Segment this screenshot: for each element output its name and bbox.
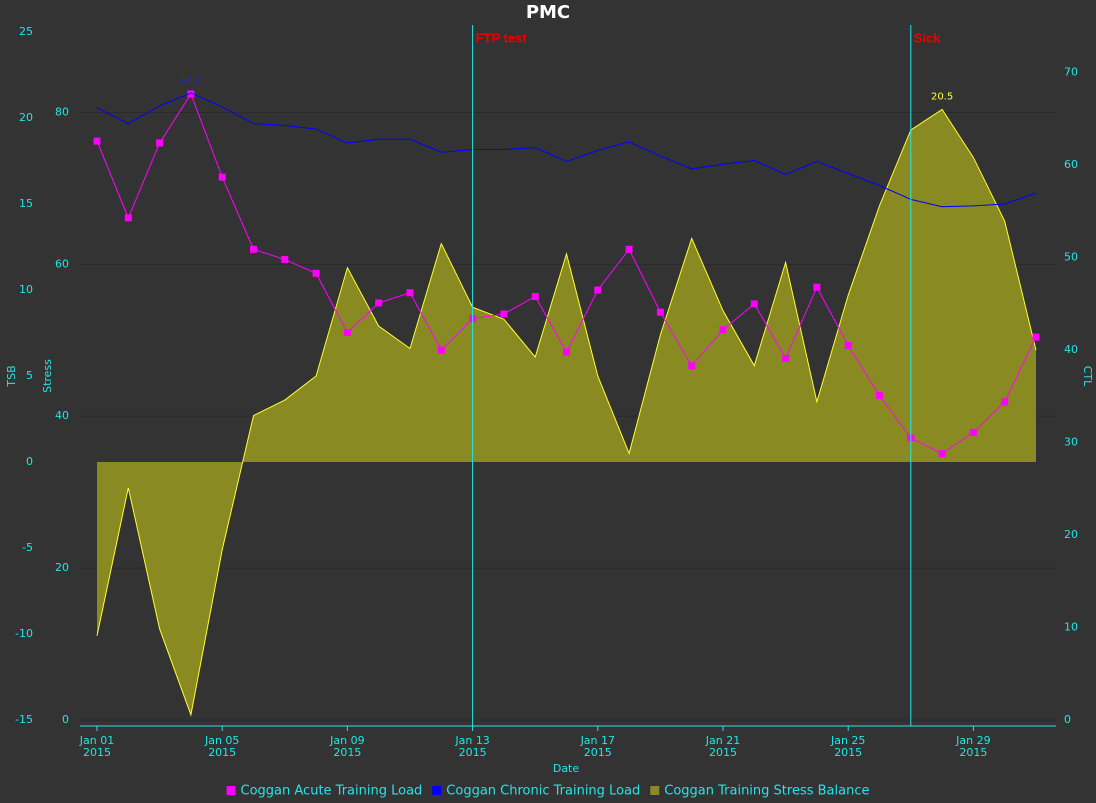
marker	[375, 299, 383, 307]
event-label: Sick	[914, 30, 942, 45]
y2-tick-label: 0	[1064, 713, 1071, 726]
legend-label: Coggan Training Stress Balance	[664, 784, 869, 799]
y3-tick-label: 60	[55, 257, 69, 270]
marker	[343, 329, 351, 337]
marker	[531, 292, 539, 300]
marker	[250, 245, 257, 253]
x-tick-label: Jan 29 2015	[955, 734, 990, 759]
y2-tick-label: 50	[1064, 251, 1078, 264]
x-tick-label: Jan 05 2015	[204, 734, 239, 759]
marker	[281, 255, 289, 263]
annotation: 20.5	[931, 91, 953, 102]
marker	[688, 362, 696, 370]
marker	[563, 348, 570, 356]
legend-swatch	[432, 786, 442, 795]
y2-tick-label: 60	[1064, 158, 1078, 171]
y-tick-label: 0	[26, 455, 33, 468]
legend-swatch	[226, 786, 236, 795]
y2-tick-label: 30	[1064, 436, 1078, 449]
legend-label: Coggan Acute Training Load	[241, 784, 423, 799]
area-line	[96, 108, 1037, 717]
y3-tick-label: 20	[55, 561, 69, 574]
area-fill	[97, 109, 1036, 715]
x-tick-label: Jan 09 2015	[329, 734, 364, 759]
marker	[969, 428, 977, 436]
y3-tick-label: 40	[55, 409, 69, 422]
marker	[719, 326, 727, 334]
y3-tick-label: 0	[62, 713, 69, 726]
x-tick-label: Jan 25 2015	[830, 734, 865, 759]
y-tick-label: -5	[22, 541, 33, 554]
y3-tick-label: 80	[55, 105, 69, 118]
marker	[312, 269, 320, 277]
marker	[876, 391, 883, 399]
marker	[437, 346, 445, 354]
y2-tick-label: 20	[1064, 528, 1078, 541]
y-tick-label: -10	[15, 627, 33, 640]
marker	[124, 214, 132, 222]
y-tick-label: 15	[19, 197, 33, 210]
legend: Coggan Acute Training Load Coggan Chronic…	[226, 784, 869, 799]
y-tick-label: -15	[15, 713, 33, 726]
series-line	[96, 92, 1037, 208]
x-tick-label: Jan 21 2015	[705, 734, 740, 759]
marker	[500, 310, 508, 318]
annotation: 67.7	[180, 76, 202, 87]
marker	[187, 90, 195, 98]
y-tick-label: 25	[19, 25, 33, 38]
y-tick-label: 20	[19, 111, 33, 124]
legend-label: Coggan Chronic Training Load	[446, 784, 640, 799]
legend-swatch	[650, 786, 660, 795]
marker	[594, 286, 602, 294]
marker	[406, 289, 414, 297]
marker	[938, 450, 946, 458]
event-label: FTP test	[476, 30, 528, 45]
y2-tick-label: 40	[1064, 343, 1078, 356]
x-tick-label: Jan 13 2015	[454, 734, 489, 759]
x-tick-label: Jan 17 2015	[580, 734, 615, 759]
chart-title: PMC	[526, 2, 570, 23]
y2-tick-label: 10	[1064, 621, 1078, 634]
marker	[93, 137, 101, 145]
marker	[813, 283, 821, 291]
y-tick-label: 5	[26, 369, 33, 382]
x-tick-label: Jan 01 2015	[79, 734, 114, 759]
marker	[1032, 333, 1040, 341]
x-axis-title: Date	[553, 762, 580, 775]
marker	[656, 308, 664, 316]
y-tick-label: 10	[19, 283, 33, 296]
marker	[156, 139, 164, 147]
y3-axis-title: Stress	[41, 359, 54, 393]
y2-axis-title: CTL	[1081, 366, 1094, 387]
marker	[218, 173, 226, 181]
marker	[782, 354, 790, 362]
marker	[844, 341, 852, 349]
y-axis-title: TSB	[5, 365, 18, 387]
marker	[1001, 398, 1009, 406]
marker	[750, 300, 758, 308]
y2-tick-label: 70	[1064, 66, 1078, 79]
marker	[625, 245, 633, 253]
